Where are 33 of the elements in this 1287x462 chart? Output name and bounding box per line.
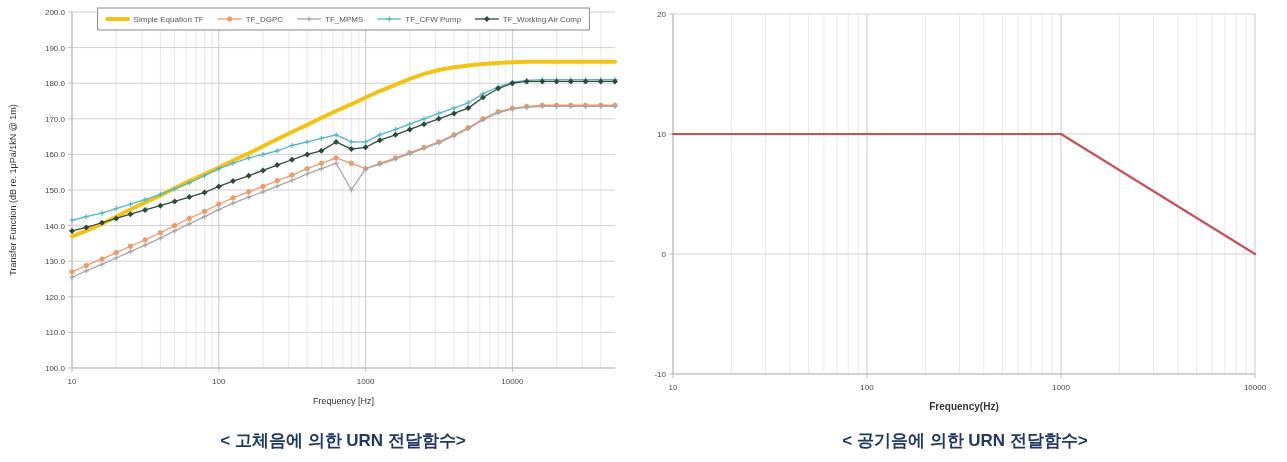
x-tick-label: 1000 bbox=[356, 377, 376, 386]
y-tick-label: 140.0 bbox=[44, 221, 66, 231]
y-tick-label: 190.0 bbox=[44, 43, 66, 53]
x-tick-label: 10 bbox=[668, 383, 678, 392]
x-tick-label: 10 bbox=[67, 377, 77, 386]
x-axis-title: Frequency [Hz] bbox=[312, 396, 375, 406]
legend-label: TF_CFW Pump bbox=[405, 15, 462, 24]
y-tick-label: 110.0 bbox=[45, 328, 66, 338]
y-tick-label: 130.0 bbox=[44, 257, 66, 267]
y-tick-label: 120.0 bbox=[44, 292, 66, 302]
y-tick-label: 160.0 bbox=[44, 150, 66, 160]
x-tick-label: 10000 bbox=[501, 377, 525, 386]
legend-label: TF_MPMS bbox=[325, 15, 364, 24]
y-tick-label: -10 bbox=[654, 370, 667, 379]
y-axis-title: Transfer Function (dB re. 1μPa/1kN @ 1m) bbox=[8, 104, 18, 276]
y-tick-label: 20 bbox=[657, 10, 667, 19]
y-tick-label: 100.0 bbox=[44, 364, 66, 373]
text: < 고체음에 의한 URN 전달함수> bbox=[220, 431, 466, 450]
legend-label: TF_Working Air Comp bbox=[502, 15, 582, 24]
x-tick-label: 100 bbox=[212, 377, 227, 386]
y-tick-label: 170.0 bbox=[44, 114, 66, 124]
x-tick-label: 10000 bbox=[1243, 383, 1267, 392]
legend-label: Simple Equation TF bbox=[133, 15, 204, 24]
y-tick-label: 200.0 bbox=[44, 8, 66, 17]
legend-label: TF_DGPC bbox=[245, 15, 284, 24]
y-tick-label: 180.0 bbox=[44, 79, 66, 89]
y-tick-label: 150.0 bbox=[44, 186, 66, 195]
text: < 공기음에 의한 URN 전달함수> bbox=[842, 431, 1088, 450]
y-tick-label: 10 bbox=[657, 130, 667, 139]
y-tick-label: 0 bbox=[661, 250, 667, 259]
x-axis-title: Frequency(Hz) bbox=[929, 401, 999, 412]
x-tick-label: 1000 bbox=[1052, 383, 1071, 392]
x-tick-label: 100 bbox=[860, 383, 875, 392]
